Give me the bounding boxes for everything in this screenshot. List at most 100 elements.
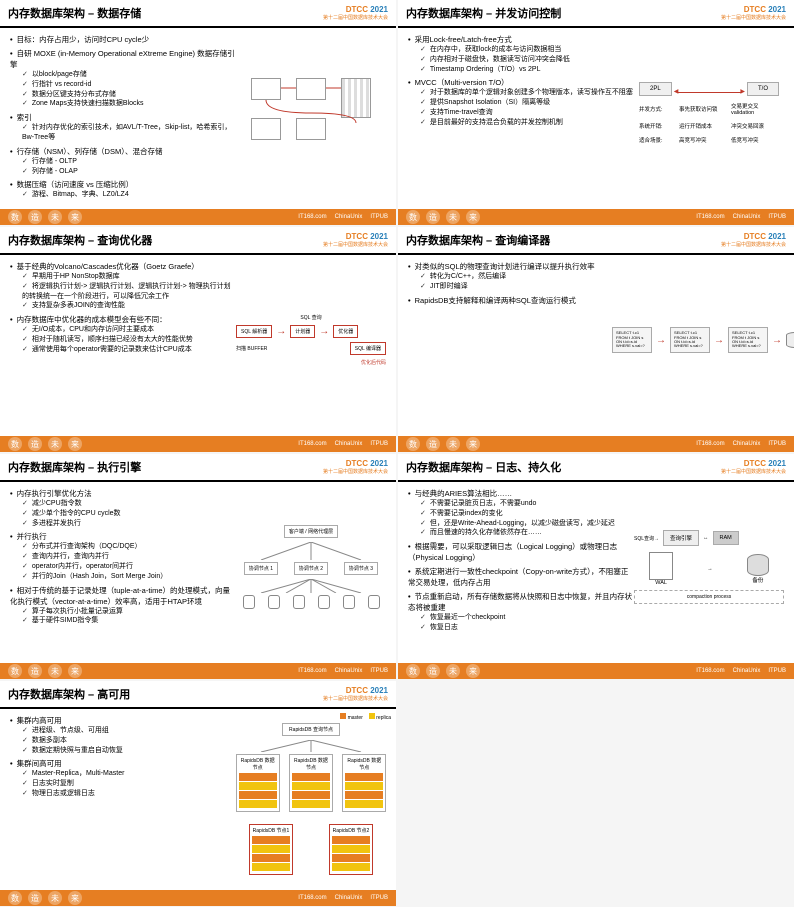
bullet: MVCC（Multi-version T/O）对于数据库的单个逻辑对象创建多个物…: [408, 77, 634, 127]
bullet: 内存数据库中优化器的成本模型会有些不同：无I/O成本，CPU和内存访问时主要成本…: [10, 314, 236, 354]
bullet-text: 目标：内存占用少，访问时CPU cycle少: [17, 35, 150, 44]
sponsor: ChinaUnix: [335, 214, 363, 220]
conf-logo: DTCC 2021 第十二届中国数据库技术大会: [323, 459, 388, 475]
bullet: 相对于传统的基于记录处理（tuple-at-a-time）的处理模式，向量化执行…: [10, 585, 236, 627]
bullet: 对类似的SQL的物理查询计划进行编译以提升执行效率转化为C/C++，然后编译JI…: [408, 261, 634, 292]
bullet: 索引针对内存优化的索引技术，如AVL/T-Tree，Skip-list，哈希索引…: [10, 112, 236, 143]
sub-bullet: Timestamp Ordering（T/O）vs 2PL: [420, 65, 634, 75]
bullet-text: 行存储（NSM）、列存储（DSM）、混合存储: [17, 147, 163, 156]
slide-diagram: SQL查询→查询引擎↔RAM WAL → 备份 compaction proce…: [634, 488, 784, 646]
conf-logo: DTCC 2021 第十二届中国数据库技术大会: [323, 5, 388, 21]
sub-bullet: 而且慢速的持久化存储依然存在……: [420, 528, 634, 538]
slide-footer: 数造未来 IT168.comChinaUnixITPUB: [0, 436, 396, 452]
sub-bullet: Master-Replica，Multi-Master: [22, 769, 236, 779]
sponsor: ITPUB: [768, 214, 786, 220]
slide-footer: 数造未来 IT168.comChinaUnixITPUB: [398, 663, 794, 679]
sub-bullet: 进程级、节点级、可用组: [22, 726, 236, 736]
footer-sponsors: IT168.comChinaUnixITPUB: [696, 214, 786, 220]
bullet-text: 内存执行引擎优化方法: [17, 489, 92, 498]
sub-bullet: 恢复最近一个checkpoint: [420, 613, 634, 623]
sub-bullet: 无I/O成本，CPU和内存访问时主要成本: [22, 325, 236, 335]
sponsor: ChinaUnix: [733, 441, 761, 447]
bullet: 节点重新启动，所有存储数据将从快照和日志中恢复，并且内存状态将被重建恢复最近一个…: [408, 591, 634, 633]
compiler-diagram: SELECT t.c1 FROM t JOIN s ON t.id=s.id W…: [612, 327, 794, 353]
sponsor: IT168.com: [298, 668, 326, 674]
slide-content: 基于经典的Volcano/Cascades优化器（Goetz Graefe）早期…: [10, 261, 236, 419]
slide-content: 与经典的ARIES算法相比……不需要记录脏页日志，不需要undo不需要记录ind…: [408, 488, 634, 646]
sub-bullet: 通常使用每个operator需要的记录数来估计CPU成本: [22, 345, 236, 355]
sponsor: ITPUB: [768, 668, 786, 674]
slide-title: 内存数据库架构 – 高可用: [8, 686, 130, 702]
bullet-text: 系统定期进行一致性checkpoint（Copy-on-write方式），不阻塞…: [408, 567, 628, 587]
sponsor: ITPUB: [768, 441, 786, 447]
sub-bullet: 将逻辑执行计划-> 逻辑执行计划、逻辑执行计划-> 物理执行计划的转换统一在一个…: [22, 282, 236, 302]
bullet: 集群间高可用Master-Replica，Multi-Master日志实时复制物…: [10, 758, 236, 798]
sub-bullet: 转化为C/C++，然后编译: [420, 272, 634, 282]
footer-sponsors: IT168.comChinaUnixITPUB: [298, 668, 388, 674]
slide-content: 采用Lock-free/Latch-free方式在内存中，获取lock的成本与访…: [408, 34, 634, 192]
bullet: 行存储（NSM）、列存储（DSM）、混合存储行存储 - OLTP列存储 - OL…: [10, 146, 236, 177]
sponsor: ChinaUnix: [335, 441, 363, 447]
footer-sponsors: IT168.com ChinaUnix ITPUB: [298, 214, 388, 220]
sponsor: ChinaUnix: [733, 668, 761, 674]
footer-word: 数造未来: [8, 664, 82, 678]
sponsor: ITPUB: [370, 895, 388, 901]
slide-content: 对类似的SQL的物理查询计划进行编译以提升执行效率转化为C/C++，然后编译JI…: [408, 261, 634, 419]
slide-title: 内存数据库架构 – 查询优化器: [8, 232, 152, 248]
sub-bullet: JIT即时编译: [420, 282, 634, 292]
sub-bullet: 分布式并行查询架构（DQC/DQE）: [22, 542, 236, 552]
bullet-text: RapidsDB支持解释和编译两种SQL查询运行模式: [415, 296, 576, 305]
footer-sponsors: IT168.comChinaUnixITPUB: [696, 668, 786, 674]
sub-bullet: 算子每次执行小批量记录运算: [22, 607, 236, 617]
sub-bullet: 数据定期快照与重启自动恢复: [22, 746, 236, 756]
slide-content: 集群内高可用进程级、节点级、可用组数据多副本数据定期快照与重启自动恢复集群间高可…: [10, 715, 236, 873]
sub-bullet: 内存相对于磁盘快，数据读写访问冲突会降低: [420, 55, 634, 65]
slide-header: 内存数据库架构 – 数据存储 DTCC 2021 第十二届中国数据库技术大会: [0, 0, 396, 28]
sub-bullet: 数据多副本: [22, 736, 236, 746]
sub-bullet: 在内存中，获取lock的成本与访问数据相当: [420, 45, 634, 55]
bullet-text: MVCC（Multi-version T/O）: [415, 78, 509, 87]
slide-title: 内存数据库架构 – 执行引擎: [8, 459, 141, 475]
bullet-text: 集群间高可用: [17, 759, 62, 768]
bullet: RapidsDB支持解释和编译两种SQL查询运行模式: [408, 295, 634, 306]
execution-diagram: 客户端 / 网络代理层 协调节点 1协调节点 2协调节点 3: [236, 525, 386, 609]
bullet-text: 节点重新启动，所有存储数据将从快照和日志中恢复，并且内存状态将被重建: [408, 592, 632, 612]
sub-bullet: 恢复日志: [420, 623, 634, 633]
sub-bullet: 对于数据库的单个逻辑对象创建多个物理版本，读写操作互不阻塞: [420, 88, 634, 98]
sponsor: IT168.com: [696, 441, 724, 447]
slide-title: 内存数据库架构 – 并发访问控制: [406, 5, 561, 21]
bullet-text: 基于经典的Volcano/Cascades优化器（Goetz Graefe）: [17, 262, 199, 271]
footer-word: 数造未来: [8, 437, 82, 451]
footer-word: 数造未来: [406, 664, 480, 678]
sponsor: ChinaUnix: [335, 895, 363, 901]
slide-header: 内存数据库架构 – 查询编译器 DTCC 2021 第十二届中国数据库技术大会: [398, 227, 794, 255]
optimizer-diagram: SQL 查询 SQL 解析器→计划器→优化器 扫描 BUFFERSQL 编译器 …: [236, 314, 386, 366]
bullet-text: 相对于传统的基于记录处理（tuple-at-a-time）的处理模式，向量化执行…: [10, 586, 230, 606]
slide: 内存数据库架构 – 执行引擎 DTCC 2021 第十二届中国数据库技术大会 内…: [0, 454, 396, 679]
slide: 内存数据库架构 – 查询编译器 DTCC 2021 第十二届中国数据库技术大会 …: [398, 227, 794, 452]
bullet: 采用Lock-free/Latch-free方式在内存中，获取lock的成本与访…: [408, 34, 634, 74]
bullet: 基于经典的Volcano/Cascades优化器（Goetz Graefe）早期…: [10, 261, 236, 311]
sponsor: ChinaUnix: [335, 668, 363, 674]
sub-bullet: 查询内并行，查询内并行: [22, 552, 236, 562]
conf-logo: DTCC 2021 第十二届中国数据库技术大会: [323, 232, 388, 248]
sub-bullet: 提供Snapshot Isolation（SI）隔离等级: [420, 98, 634, 108]
sponsor: IT168.com: [298, 214, 326, 220]
sub-bullet: 游程、Bitmap、字典、LZ0/LZ4: [22, 190, 236, 200]
slide-header: 内存数据库架构 – 高可用 DTCC 2021 第十二届中国数据库技术大会: [0, 681, 396, 709]
sub-bullet: 是目前最好的支持混合负载的并发控制机制: [420, 118, 634, 128]
sub-bullet: 减少单个指令的CPU cycle数: [22, 509, 236, 519]
bullet-text: 自研 MOXE (in-Memory Operational eXtreme E…: [10, 49, 235, 69]
bullet: 集群内高可用进程级、节点级、可用组数据多副本数据定期快照与重启自动恢复: [10, 715, 236, 755]
sub-bullet: 行存储 - OLTP: [22, 157, 236, 167]
slide-header: 内存数据库架构 – 日志、持久化 DTCC 2021 第十二届中国数据库技术大会: [398, 454, 794, 482]
bullet: 自研 MOXE (in-Memory Operational eXtreme E…: [10, 48, 236, 109]
sub-bullet: 基于硬件SIMD指令集: [22, 616, 236, 626]
sponsor: ITPUB: [370, 214, 388, 220]
slide-diagram: SQL 查询 SQL 解析器→计划器→优化器 扫描 BUFFERSQL 编译器 …: [236, 261, 386, 419]
slide: 内存数据库架构 – 并发访问控制 DTCC 2021 第十二届中国数据库技术大会…: [398, 0, 794, 225]
slide-content: 内存执行引擎优化方法减少CPU指令数减少单个指令的CPU cycle数多进程并发…: [10, 488, 236, 646]
slide-footer: 数造未来 IT168.comChinaUnixITPUB: [0, 663, 396, 679]
slide-footer: 数造未来 IT168.comChinaUnixITPUB: [0, 890, 396, 906]
bullet: 与经典的ARIES算法相比……不需要记录脏页日志，不需要undo不需要记录ind…: [408, 488, 634, 538]
